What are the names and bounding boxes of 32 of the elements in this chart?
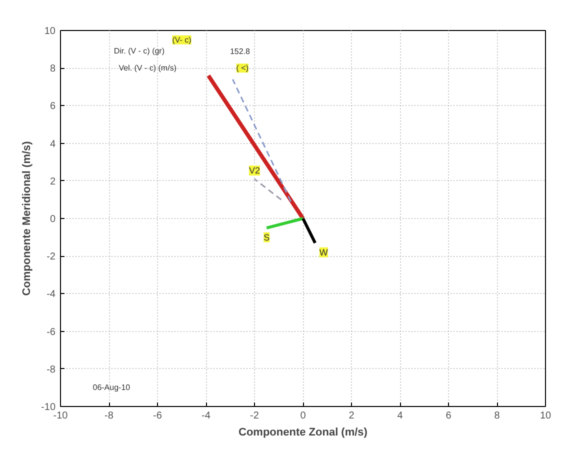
y-axis-title: Componente Meridional (m/s): [21, 140, 34, 296]
annotation: 152.8: [230, 47, 251, 56]
x-axis-title: Componente Zonal (m/s): [238, 426, 368, 438]
annotation: Vel. (V - c) (m/s): [118, 64, 177, 73]
y-tick-label: 10: [44, 26, 56, 37]
series-label: V2: [248, 166, 260, 176]
y-tick-label: 8: [50, 64, 56, 75]
y-tick-label: -2: [46, 252, 56, 263]
x-tick-label: 8: [494, 410, 500, 422]
x-tick-label: 0: [300, 410, 306, 422]
annotation: Dir. (V - c) (gr): [114, 46, 165, 56]
x-tick-label: 2: [348, 410, 355, 422]
x-tick-label: -6: [153, 410, 162, 422]
annotation: ( <): [236, 64, 249, 73]
series-label: S: [264, 232, 270, 242]
x-tick-label: -8: [104, 410, 114, 422]
y-tick-label: 0: [50, 214, 56, 225]
x-tick-label: -2: [250, 410, 260, 422]
y-tick-label: -4: [46, 289, 56, 300]
x-tick-label: 4: [397, 410, 404, 422]
y-tick-label: 4: [50, 138, 56, 150]
y-tick-label: 6: [50, 101, 56, 112]
y-tick-label: -10: [41, 402, 56, 413]
annotation: 06-Aug-10: [92, 383, 131, 392]
x-tick-label: -4: [202, 410, 211, 422]
x-tick-label: 10: [540, 410, 552, 422]
annotation: (V- c): [172, 35, 192, 44]
series-label: W: [319, 247, 328, 258]
x-tick-label: 6: [446, 410, 452, 422]
y-tick-label: 2: [50, 176, 56, 188]
y-tick-label: -8: [46, 364, 56, 376]
y-tick-label: -6: [46, 326, 56, 338]
